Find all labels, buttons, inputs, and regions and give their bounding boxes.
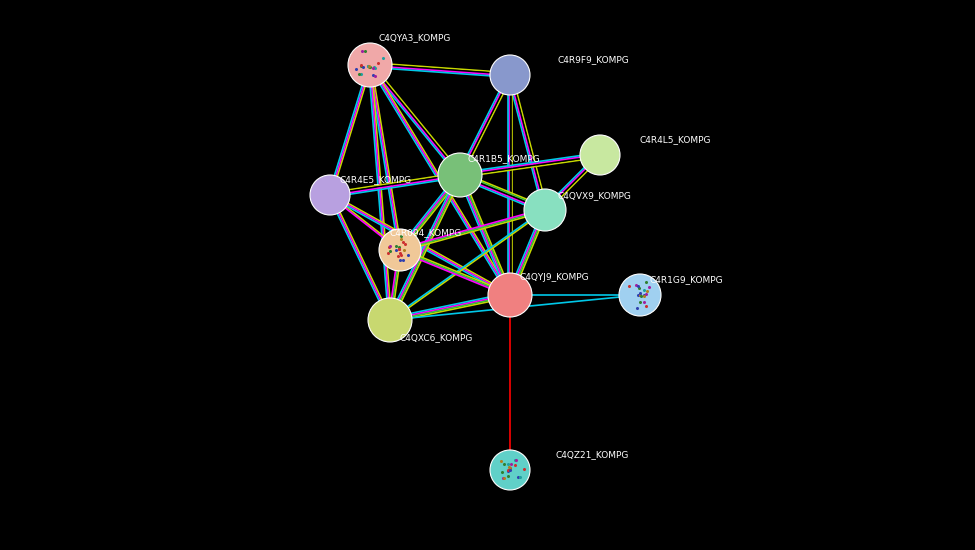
Circle shape: [310, 175, 350, 215]
Text: C4QXC6_KOMPG: C4QXC6_KOMPG: [400, 333, 474, 343]
Circle shape: [488, 273, 532, 317]
Circle shape: [438, 153, 482, 197]
Text: C4R094_KOMPG: C4R094_KOMPG: [390, 228, 462, 238]
Text: C4QYJ9_KOMPG: C4QYJ9_KOMPG: [520, 273, 590, 283]
Text: C4QZ21_KOMPG: C4QZ21_KOMPG: [555, 450, 628, 459]
Text: C4QYA3_KOMPG: C4QYA3_KOMPG: [379, 34, 451, 42]
Circle shape: [368, 298, 412, 342]
Text: C4R1B5_KOMPG: C4R1B5_KOMPG: [468, 155, 541, 163]
Text: C4QVX9_KOMPG: C4QVX9_KOMPG: [558, 191, 632, 201]
Text: C4R4L5_KOMPG: C4R4L5_KOMPG: [640, 135, 712, 145]
Text: C4R9F9_KOMPG: C4R9F9_KOMPG: [558, 56, 630, 64]
Circle shape: [490, 55, 530, 95]
Circle shape: [490, 450, 530, 490]
Circle shape: [580, 135, 620, 175]
Circle shape: [379, 229, 421, 271]
Circle shape: [348, 43, 392, 87]
Text: C4R1G9_KOMPG: C4R1G9_KOMPG: [650, 276, 723, 284]
Circle shape: [524, 189, 566, 231]
Text: C4R4E5_KOMPG: C4R4E5_KOMPG: [340, 175, 412, 184]
Circle shape: [619, 274, 661, 316]
